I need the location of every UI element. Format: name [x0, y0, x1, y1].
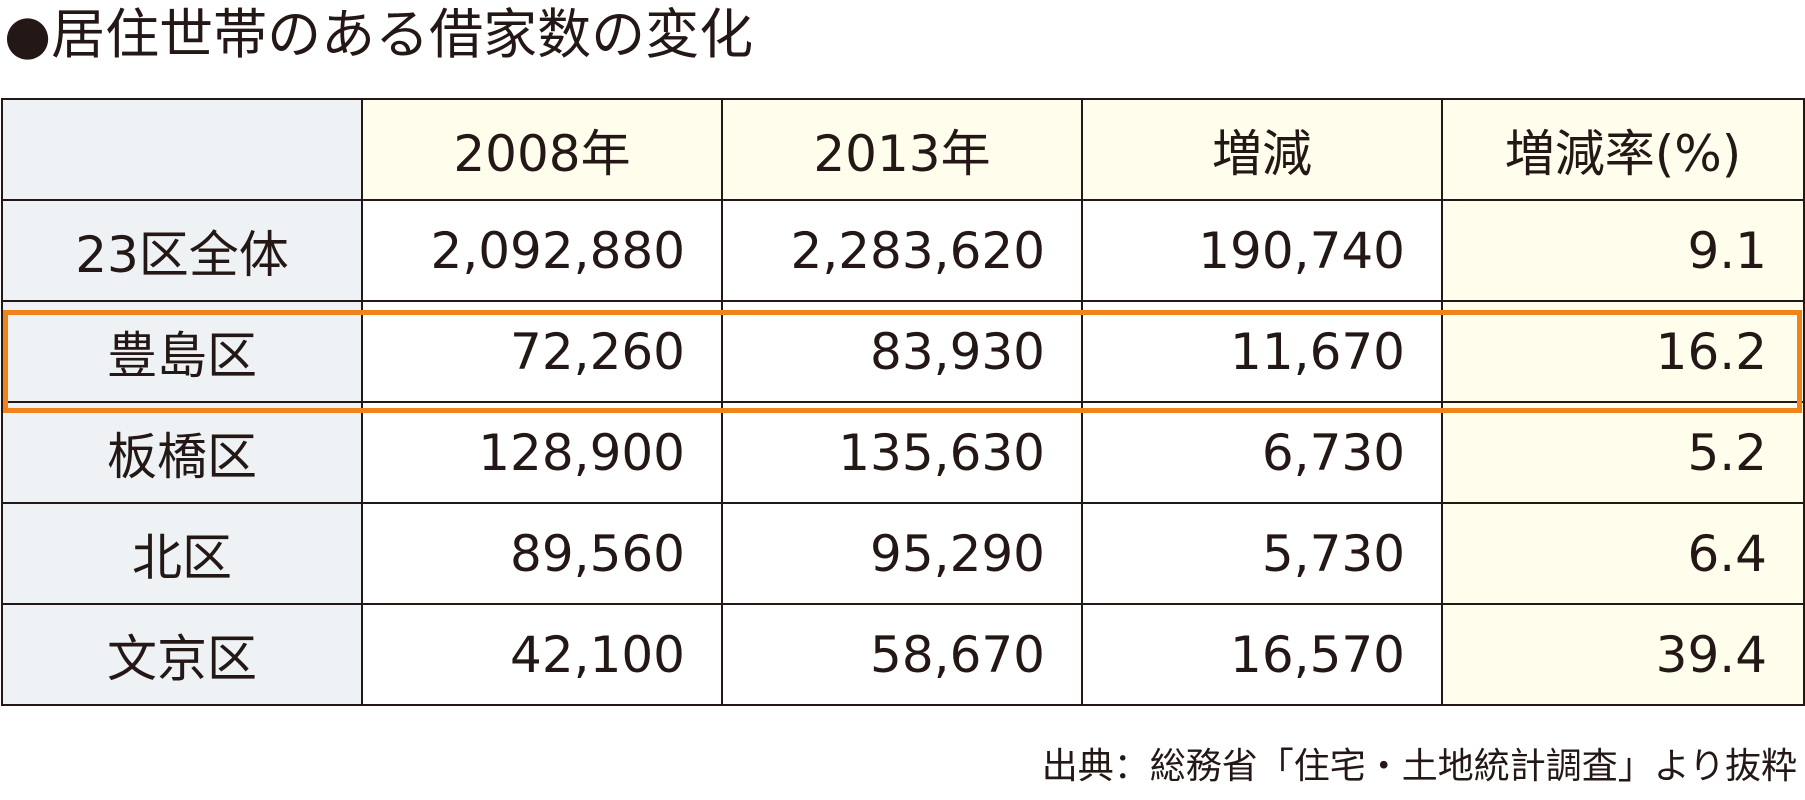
cell-rate: 5.2 [1441, 401, 1805, 504]
cell-rate: 16.2 [1441, 300, 1805, 403]
cell-change: 16,570 [1081, 603, 1443, 706]
cell-rate: 39.4 [1441, 603, 1805, 706]
cell-2013: 58,670 [721, 603, 1083, 706]
cell-change: 190,740 [1081, 199, 1443, 302]
cell-2008: 128,900 [361, 401, 723, 504]
cell-2008: 42,100 [361, 603, 723, 706]
cell-rate: 9.1 [1441, 199, 1805, 302]
chart-title: ●居住世帯のある借家数の変化 [4, 3, 754, 66]
header-rate: 増減率(%) [1441, 98, 1805, 201]
row-label: 板橋区 [1, 401, 363, 504]
source-note: 出典：総務省「住宅・土地統計調査」より抜粋 [1041, 746, 1797, 787]
header-2013: 2013年 [721, 98, 1083, 201]
cell-change: 6,730 [1081, 401, 1443, 504]
cell-2008: 89,560 [361, 502, 723, 605]
row-label: 北区 [1, 502, 363, 605]
row-label: 文京区 [1, 603, 363, 706]
header-corner [1, 98, 363, 201]
data-table: 2008年 2013年 増減 増減率(%) 23区全体 2,092,880 2,… [1, 98, 1805, 706]
row-label: 豊島区 [1, 300, 363, 403]
cell-2013: 135,630 [721, 401, 1083, 504]
table-row: 文京区 42,100 58,670 16,570 39.4 [1, 603, 1805, 706]
table-row: 23区全体 2,092,880 2,283,620 190,740 9.1 [1, 199, 1805, 302]
cell-change: 11,670 [1081, 300, 1443, 403]
header-2008: 2008年 [361, 98, 723, 201]
row-label: 23区全体 [1, 199, 363, 302]
cell-change: 5,730 [1081, 502, 1443, 605]
cell-rate: 6.4 [1441, 502, 1805, 605]
header-change: 増減 [1081, 98, 1443, 201]
cell-2013: 95,290 [721, 502, 1083, 605]
cell-2013: 2,283,620 [721, 199, 1083, 302]
cell-2008: 2,092,880 [361, 199, 723, 302]
data-table-container: 2008年 2013年 増減 増減率(%) 23区全体 2,092,880 2,… [1, 98, 1805, 706]
cell-2008: 72,260 [361, 300, 723, 403]
table-row: 豊島区 72,260 83,930 11,670 16.2 [1, 300, 1805, 403]
cell-2013: 83,930 [721, 300, 1083, 403]
table-row: 板橋区 128,900 135,630 6,730 5.2 [1, 401, 1805, 504]
table-row: 北区 89,560 95,290 5,730 6.4 [1, 502, 1805, 605]
header-row: 2008年 2013年 増減 増減率(%) [1, 98, 1805, 201]
